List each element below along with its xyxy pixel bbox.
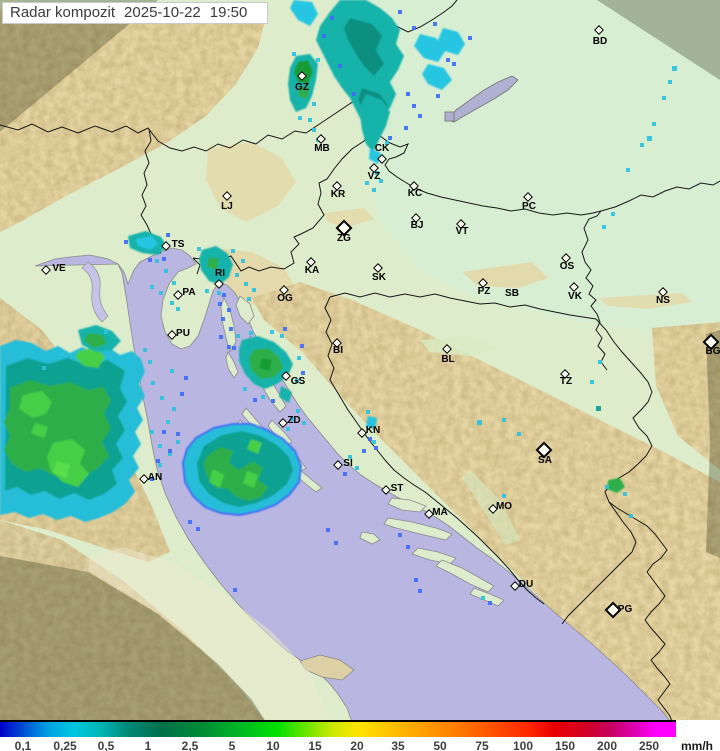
- legend-value: 50: [433, 739, 447, 751]
- legend-value: 5: [228, 739, 236, 751]
- coverage-dim-overlay: [0, 0, 720, 722]
- legend-value: 0,1: [14, 739, 32, 751]
- intensity-legend: 0,1 0,25 0,5 1 2,5 5 10 15 20 35 50 75 100 150 200 250 …: [0, 720, 720, 751]
- legend-colorbar: [0, 720, 676, 737]
- venice-lagoon: [81, 261, 109, 323]
- legend-value: 2,5: [181, 739, 199, 751]
- legend-value: 250: [638, 739, 660, 751]
- legend-value: 200: [596, 739, 618, 751]
- date-label: 2025-10-22: [124, 4, 201, 21]
- legend-unit: mm/h: [680, 739, 714, 751]
- legend-value: 35: [391, 739, 405, 751]
- radar-map: [0, 0, 720, 722]
- legend-value: 0,25: [53, 739, 77, 751]
- radar-echoes: [0, 0, 625, 522]
- legend-value: 15: [308, 739, 322, 751]
- legend-value: 10: [266, 739, 280, 751]
- lake-balaton: [447, 75, 519, 123]
- valley: [420, 336, 500, 356]
- product-name: Radar kompozit: [10, 4, 116, 21]
- legend-value: 150: [554, 739, 576, 751]
- lake-balaton-bay: [444, 111, 455, 122]
- time-label: 19:50: [209, 4, 248, 21]
- title-bar: Radar kompozit 2025-10-22 19:50: [2, 2, 268, 24]
- legend-value: 20: [350, 739, 364, 751]
- legend-value: 0,5: [97, 739, 115, 751]
- legend-value: 75: [475, 739, 489, 751]
- coverage-bright-band: [88, 547, 330, 722]
- legend-labels: 0,1 0,25 0,5 1 2,5 5 10 15 20 35 50 75 100 150 200 250: [0, 720, 720, 751]
- legend-value: 1: [144, 739, 152, 751]
- legend-value: 100: [512, 739, 534, 751]
